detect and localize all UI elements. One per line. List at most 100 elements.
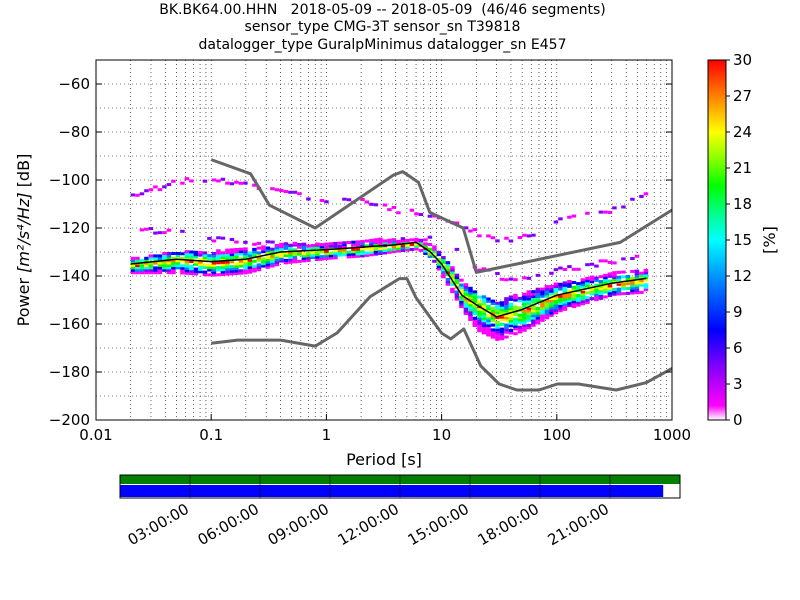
heatmap-cell xyxy=(463,297,469,301)
heatmap-cell xyxy=(544,306,550,310)
heatmap-cell xyxy=(283,244,289,248)
heatmap-cell xyxy=(490,311,496,315)
colorbar-tick-label: 12 xyxy=(733,267,752,285)
heatmap-cell xyxy=(175,259,181,263)
heatmap-outlier-cell xyxy=(342,246,347,250)
heatmap-cell xyxy=(486,299,491,303)
heatmap-cell xyxy=(157,254,163,258)
heatmap-cell xyxy=(553,304,559,308)
heatmap-cell xyxy=(225,255,230,259)
heatmap-cell xyxy=(315,257,320,261)
heatmap-cell xyxy=(616,270,622,274)
chart-title-line3: datalogger_type GuralpMinimus datalogger… xyxy=(198,37,567,53)
heatmap-cell xyxy=(643,268,649,272)
heatmap-cell xyxy=(409,243,415,247)
heatmap-cell xyxy=(531,297,536,301)
heatmap-outlier-cell xyxy=(598,259,604,263)
heatmap-cell xyxy=(171,252,176,255)
heatmap-cell xyxy=(598,289,604,293)
heatmap-cell xyxy=(175,264,181,267)
heatmap-cell xyxy=(279,254,284,258)
heatmap-cell xyxy=(346,240,352,244)
heatmap-cell xyxy=(567,292,572,296)
heatmap-cell xyxy=(639,281,644,285)
heatmap-outlier-cell xyxy=(630,197,635,201)
heatmap-cell xyxy=(297,259,302,263)
heatmap-cell xyxy=(495,323,500,327)
heatmap-cell xyxy=(382,246,388,250)
heatmap-cell xyxy=(139,259,145,263)
heatmap-cell xyxy=(567,296,572,300)
heatmap-cell xyxy=(234,248,239,252)
heatmap-cell xyxy=(270,257,275,261)
heatmap-cell xyxy=(148,264,154,267)
heatmap-cell xyxy=(220,263,226,267)
heatmap-outlier-cell xyxy=(202,179,208,183)
heatmap-cell xyxy=(450,283,455,287)
heatmap-outlier-cell xyxy=(360,197,365,201)
heatmap-cell xyxy=(589,280,595,284)
heatmap-cell xyxy=(567,284,572,288)
heatmap-cell xyxy=(612,292,617,296)
heatmap-cell xyxy=(643,283,649,287)
heatmap-cell xyxy=(346,255,352,259)
heatmap-outlier-cell xyxy=(553,268,559,272)
heatmap-cell xyxy=(189,267,194,271)
heatmap-cell xyxy=(499,337,505,341)
heatmap-cell xyxy=(535,292,541,296)
heatmap-cell xyxy=(162,268,167,272)
heatmap-cell xyxy=(603,281,608,285)
heatmap-cell xyxy=(486,307,491,311)
heatmap-cell xyxy=(225,260,230,264)
heatmap-outlier-cell xyxy=(243,240,248,244)
heatmap-cell xyxy=(180,266,185,270)
heatmap-cell xyxy=(535,314,541,318)
y-tick-label: −80 xyxy=(58,123,90,141)
heatmap-cell xyxy=(445,277,451,281)
heatmap-cell xyxy=(130,268,136,272)
heatmap-cell xyxy=(207,254,212,258)
heatmap-cell xyxy=(148,256,154,260)
heatmap-cell xyxy=(135,268,140,272)
heatmap-cell xyxy=(319,243,325,247)
heatmap-cell xyxy=(144,256,149,260)
heatmap-cell xyxy=(157,256,163,260)
heatmap-cell xyxy=(220,272,226,276)
heatmap-outlier-cell xyxy=(319,198,325,202)
heatmap-outlier-cell xyxy=(216,236,221,240)
heatmap-cell xyxy=(441,258,446,262)
heatmap-cell xyxy=(522,319,527,323)
heatmap-cell xyxy=(148,261,154,265)
heatmap-cell xyxy=(211,251,217,255)
heatmap-cell xyxy=(612,271,617,275)
heatmap-cell xyxy=(184,271,190,275)
heatmap-outlier-cell xyxy=(189,179,194,183)
heatmap-cell xyxy=(603,288,608,292)
heatmap-cell xyxy=(400,246,406,250)
heatmap-outlier-cell xyxy=(373,203,379,207)
heatmap-cell xyxy=(360,242,365,246)
heatmap-cell xyxy=(144,264,149,267)
heatmap-cell xyxy=(558,301,563,305)
heatmap-cell xyxy=(261,250,266,254)
heatmap-cell xyxy=(171,256,176,260)
heatmap-cell xyxy=(193,267,199,271)
heatmap-cell xyxy=(549,313,554,317)
heatmap-cell xyxy=(153,266,158,270)
heatmap-cell xyxy=(544,304,550,308)
heatmap-outlier-cell xyxy=(387,240,392,244)
heatmap-outlier-cell xyxy=(211,239,217,243)
chart-title-line1: BK.BK64.00.HHN 2018-05-09 -- 2018-05-09 … xyxy=(159,2,606,18)
heatmap-cell xyxy=(504,306,509,310)
heatmap-outlier-cell xyxy=(234,180,239,184)
colorbar-label: [%] xyxy=(760,226,779,254)
heatmap-cell xyxy=(513,296,518,300)
heatmap-outlier-cell xyxy=(180,229,185,233)
heatmap-cell xyxy=(441,272,446,276)
heatmap-cell xyxy=(301,254,307,258)
heatmap-cell xyxy=(531,321,536,325)
heatmap-cell xyxy=(292,255,298,259)
heatmap-cell xyxy=(436,250,442,254)
heatmap-cell xyxy=(193,269,199,273)
heatmap-cell xyxy=(454,280,460,284)
